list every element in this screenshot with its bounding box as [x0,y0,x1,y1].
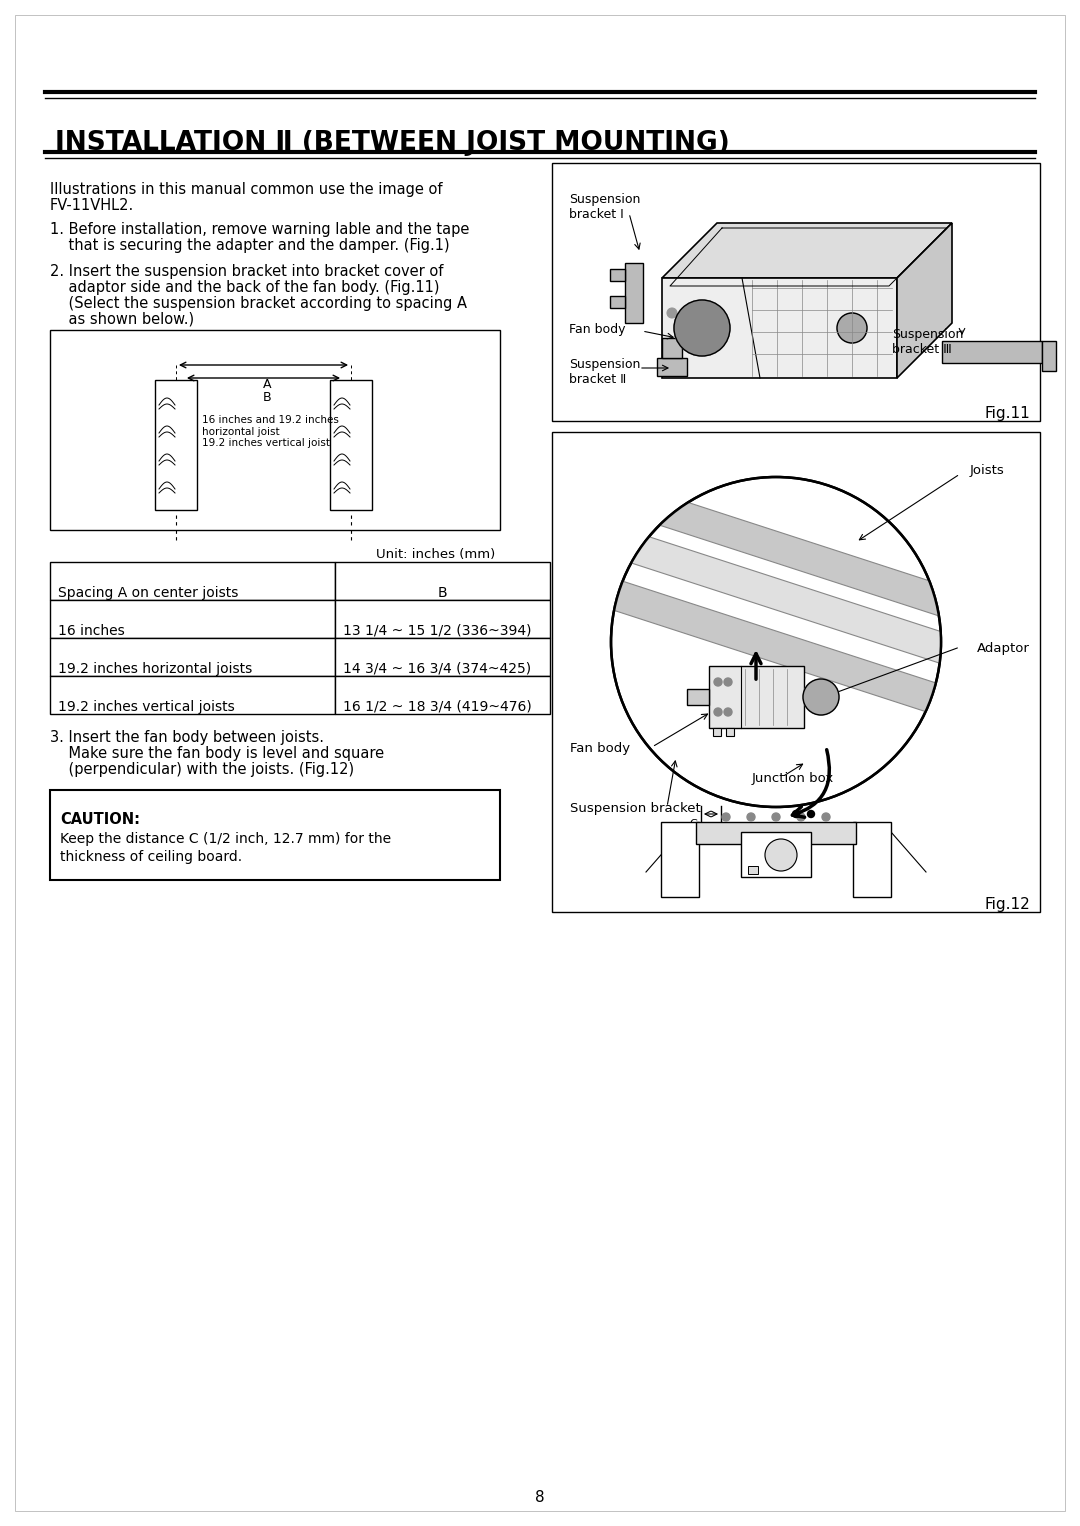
Circle shape [837,313,867,343]
Bar [50,790,500,881]
Text: A: A [262,378,271,391]
Bar [726,728,734,736]
Text: Adaptor: Adaptor [977,642,1030,655]
Bar [713,728,721,736]
Bar [552,163,1040,421]
Bar [50,330,500,530]
Text: Junction box: Junction box [752,772,834,784]
Text: 16 1/2 ~ 18 3/4 (419~476): 16 1/2 ~ 18 3/4 (419~476) [343,700,531,714]
Circle shape [804,679,839,716]
Bar [748,865,758,874]
Polygon shape [591,472,961,623]
Text: (Select the suspension bracket according to spacing A: (Select the suspension bracket according… [50,296,467,311]
Bar [661,823,699,897]
Circle shape [808,810,814,818]
Bar [330,380,372,510]
Text: C: C [689,819,697,829]
Text: Unit: inches (mm): Unit: inches (mm) [376,548,495,562]
Bar [708,665,804,728]
Text: Fan body: Fan body [570,742,630,755]
Text: thickness of ceiling board.: thickness of ceiling board. [60,850,242,864]
Bar [50,600,335,638]
Circle shape [667,337,677,348]
Bar [696,823,856,844]
Text: INSTALLATION Ⅱ (BETWEEN JOIST MOUNTING): INSTALLATION Ⅱ (BETWEEN JOIST MOUNTING) [55,130,730,156]
Text: Suspension
bracket I: Suspension bracket I [569,192,640,221]
Text: that is securing the adapter and the damper. (Fig.1): that is securing the adapter and the dam… [50,238,449,253]
Text: B: B [262,391,271,404]
Text: as shown below.): as shown below.) [50,311,194,327]
Text: B: B [437,586,447,600]
Bar [156,380,197,510]
Text: 19.2 inches horizontal joists: 19.2 inches horizontal joists [58,662,253,676]
Text: Keep the distance C (1/2 inch, 12.7 mm) for the: Keep the distance C (1/2 inch, 12.7 mm) … [60,832,391,845]
Circle shape [765,839,797,871]
Circle shape [747,813,755,821]
Circle shape [724,708,732,716]
Bar [335,562,550,600]
Bar [335,676,550,714]
Polygon shape [591,517,961,670]
Bar [50,638,335,676]
Text: 16 inches: 16 inches [58,624,125,638]
Bar [610,296,625,308]
Bar [625,262,643,324]
Bar [610,269,625,281]
Circle shape [772,813,780,821]
Circle shape [714,678,723,687]
Bar [657,359,687,375]
Text: CAUTION:: CAUTION: [60,812,140,827]
Text: Fig.12: Fig.12 [984,897,1030,913]
Text: adaptor side and the back of the fan body. (Fig.11): adaptor side and the back of the fan bod… [50,279,440,295]
Polygon shape [897,223,951,378]
Text: Suspension
bracket Ⅲ: Suspension bracket Ⅲ [892,328,963,356]
Text: 14 3/4 ~ 16 3/4 (374~425): 14 3/4 ~ 16 3/4 (374~425) [343,662,531,676]
Bar [662,337,681,359]
Text: Fig.11: Fig.11 [984,406,1030,421]
Text: 2. Insert the suspension bracket into bracket cover of: 2. Insert the suspension bracket into br… [50,264,444,279]
Polygon shape [662,223,951,278]
Bar [552,432,1040,913]
Text: Illustrations in this manual common use the image of: Illustrations in this manual common use … [50,182,443,197]
Text: Joists: Joists [970,464,1004,478]
Text: 16 inches and 19.2 inches
horizontal joist
19.2 inches vertical joist: 16 inches and 19.2 inches horizontal joi… [202,415,339,449]
Bar [1042,340,1056,371]
Bar [741,832,811,877]
Bar [853,823,891,897]
Polygon shape [591,571,961,723]
Text: 1. Before installation, remove warning lable and the tape: 1. Before installation, remove warning l… [50,221,470,237]
Text: Suspension
bracket Ⅱ: Suspension bracket Ⅱ [569,359,640,386]
Circle shape [793,810,799,818]
Bar [942,340,1042,363]
Text: 8: 8 [536,1489,544,1505]
Text: 19.2 inches vertical joists: 19.2 inches vertical joists [58,700,234,714]
Circle shape [724,678,732,687]
Text: Fan body: Fan body [569,324,625,336]
Bar [335,600,550,638]
Circle shape [667,308,677,317]
Text: 13 1/4 ~ 15 1/2 (336~394): 13 1/4 ~ 15 1/2 (336~394) [343,624,531,638]
Bar [50,676,335,714]
Polygon shape [662,278,897,378]
Text: 3. Insert the fan body between joists.: 3. Insert the fan body between joists. [50,729,324,745]
Text: Make sure the fan body is level and square: Make sure the fan body is level and squa… [50,746,384,761]
Circle shape [797,813,805,821]
Text: (perpendicular) with the joists. (Fig.12): (perpendicular) with the joists. (Fig.12… [50,761,354,777]
Bar [687,690,708,705]
Circle shape [674,301,730,356]
Circle shape [714,708,723,716]
Circle shape [822,813,831,821]
Text: Suspension bracket: Suspension bracket [570,803,701,815]
Bar [50,562,335,600]
Text: FV-11VHL2.: FV-11VHL2. [50,198,134,214]
Bar [335,638,550,676]
Text: Spacing A on center joists: Spacing A on center joists [58,586,239,600]
Circle shape [723,813,730,821]
